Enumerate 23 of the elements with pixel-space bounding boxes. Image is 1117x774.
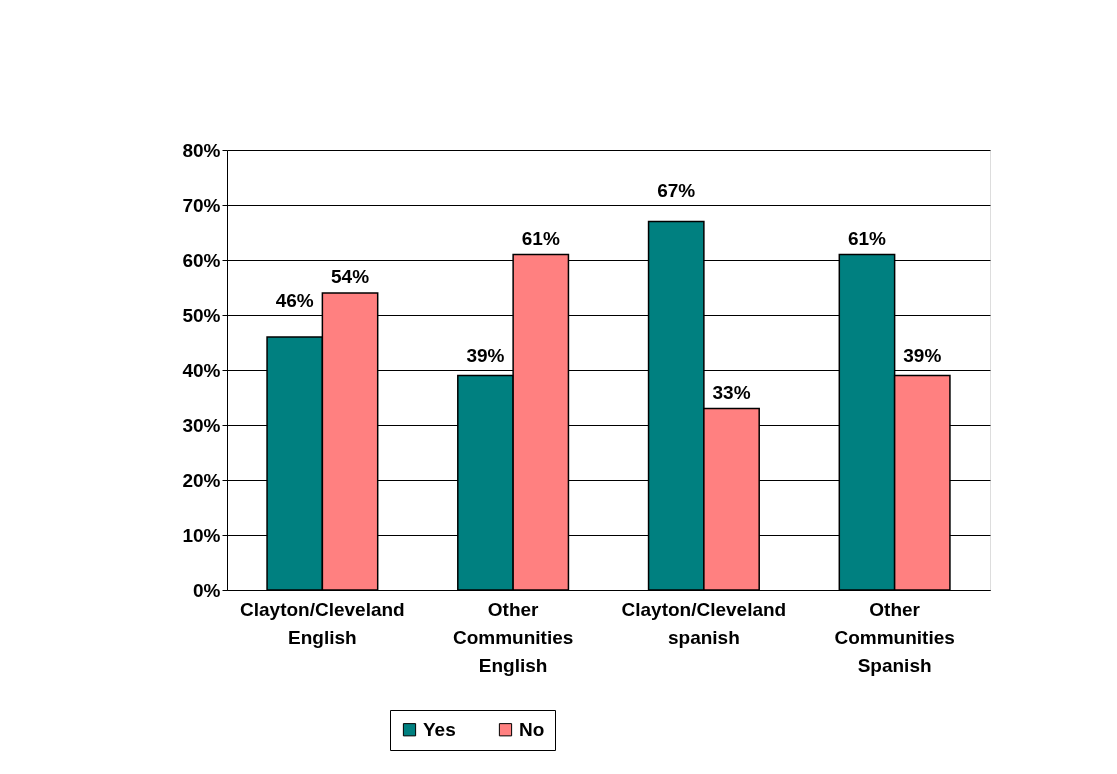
y-tick-label: 80% [182, 139, 221, 161]
y-tick-label: 70% [182, 194, 221, 216]
y-tick-label: 30% [182, 414, 221, 436]
data-label: 39% [903, 345, 942, 366]
x-tick-label: Clayton/Cleveland English [240, 598, 405, 648]
y-tick-label: 60% [182, 249, 221, 271]
y-tick-label: 10% [182, 524, 221, 546]
data-label: 46% [275, 290, 314, 311]
legend-label: No [519, 718, 545, 740]
legend-label: Yes [423, 718, 456, 740]
y-tick-label: 0% [193, 579, 221, 601]
data-label: 33% [712, 381, 751, 403]
data-label: 61% [521, 227, 560, 249]
y-tick-label: 40% [182, 359, 221, 381]
y-tick-label: 20% [182, 469, 221, 491]
data-label: 61% [847, 227, 887, 249]
x-tick-label: Other Communities Spanish [834, 598, 955, 676]
data-label: 39% [466, 345, 505, 366]
x-tick-label: Clayton/Cleveland spanish [621, 598, 787, 648]
data-label: 54% [331, 266, 370, 287]
x-tick-label: Other Communities English [452, 598, 574, 676]
data-label: 67% [657, 180, 696, 201]
y-tick-label: 50% [182, 304, 221, 326]
